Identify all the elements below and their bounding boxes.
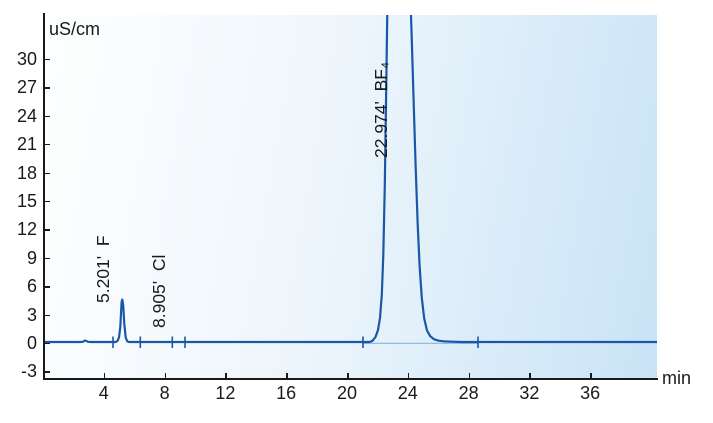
y-tick-label: 18 — [16, 162, 37, 183]
y-tick-label: 15 — [16, 190, 37, 211]
y-axis-unit-label: uS/cm — [49, 19, 101, 39]
plot-area — [44, 15, 657, 379]
y-tick-label: 12 — [16, 219, 37, 240]
y-tick-label: 6 — [26, 276, 37, 297]
y-tick-label: 9 — [26, 247, 37, 268]
x-tick-label: 12 — [215, 383, 236, 403]
x-tick-label: 28 — [458, 383, 479, 403]
y-tick-label: 30 — [16, 48, 37, 69]
peak-label-tetrafluoroborate: 22.974' BF₄ — [371, 61, 391, 158]
y-tick-label: 3 — [26, 304, 37, 325]
y-axis-line — [43, 13, 45, 379]
y-tick-label: 0 — [26, 333, 37, 353]
x-tick-label: 8 — [159, 383, 170, 403]
peak-label-chloride: 8.905' Cl — [148, 254, 169, 328]
x-tick-label: 20 — [336, 383, 358, 403]
conductivity-trace-svg — [44, 15, 657, 348]
peak-label-fluoride: 5.201' F — [92, 235, 113, 303]
y-tick-label: -3 — [20, 361, 37, 382]
y-tick-label: 27 — [16, 77, 37, 98]
x-axis-unit-label: min — [662, 368, 692, 388]
x-axis-line — [43, 378, 658, 380]
x-tick-label: 36 — [580, 383, 601, 403]
x-tick-label: 32 — [519, 383, 540, 403]
conductivity-trace — [44, 15, 657, 344]
y-tick-label: 21 — [16, 134, 37, 155]
x-tick-label: 16 — [276, 383, 297, 403]
x-tick-label: 24 — [397, 383, 418, 403]
x-tick-label: 4 — [98, 383, 109, 403]
y-tick-label: 24 — [16, 105, 37, 126]
